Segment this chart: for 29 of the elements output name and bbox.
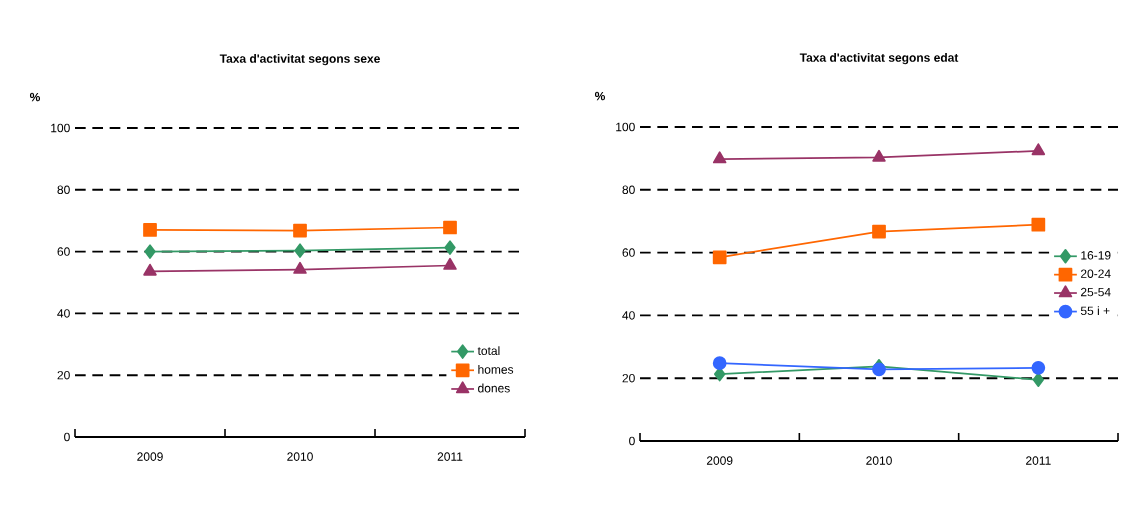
y-tick-label: 20 (57, 370, 70, 380)
y-tick-label: 40 (57, 309, 70, 318)
x-tick-label: 2010 (866, 456, 892, 465)
y-tick-label: 80 (622, 185, 635, 195)
x-tick-label: 2009 (137, 452, 163, 461)
y-tick-label: 80 (57, 185, 70, 195)
y-axis-title: % (29, 92, 41, 102)
y-tick-label: 0 (64, 432, 70, 442)
legend-label: homes (478, 364, 514, 374)
legend-label: total (477, 346, 500, 356)
legend-label: 20-24 (1080, 269, 1111, 278)
y-tick-label: 40 (622, 311, 635, 320)
x-tick-label: 2009 (706, 456, 733, 465)
legend-label: 16-19 (1081, 251, 1111, 260)
x-tick-label: 2011 (437, 452, 463, 461)
legend-label: dones (478, 383, 510, 393)
chart-title: Taxa d'activitat segons sexe (219, 54, 380, 66)
y-tick-label: 60 (622, 248, 635, 257)
y-tick-label: 100 (616, 122, 635, 132)
y-tick-label: 20 (622, 373, 635, 383)
x-tick-label: 2010 (287, 452, 313, 461)
y-axis-title: % (594, 91, 606, 101)
legend-label: 25-54 (1080, 287, 1111, 297)
legend-label: 55 i + (1080, 306, 1110, 316)
y-tick-label: 60 (57, 247, 70, 256)
x-tick-label: 2011 (1026, 456, 1051, 465)
y-tick-label: 0 (629, 436, 635, 446)
chart-title: Taxa d'activitat segons edat (799, 53, 959, 65)
y-tick-label: 100 (51, 123, 70, 133)
